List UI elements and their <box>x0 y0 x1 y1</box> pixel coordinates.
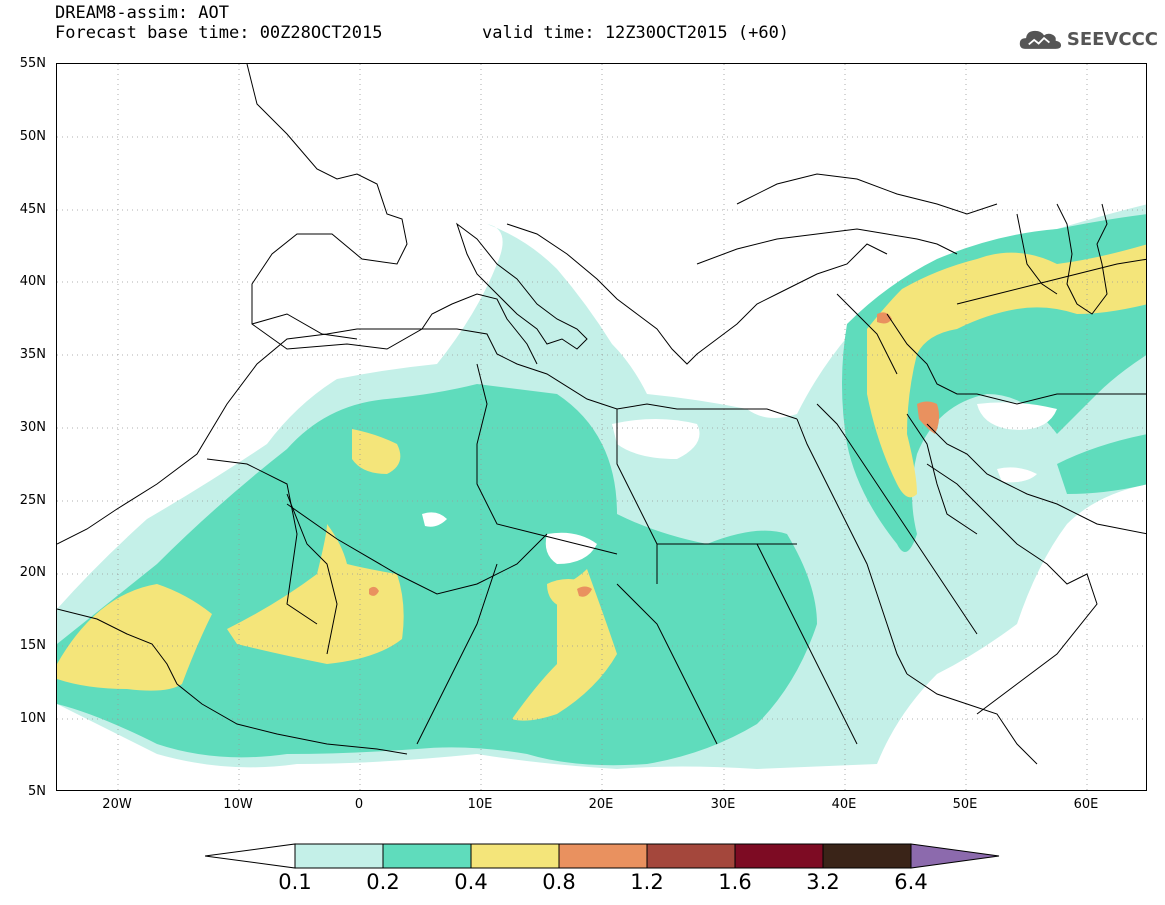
lon-label: 20E <box>588 797 614 812</box>
lat-label: 50N <box>19 129 46 144</box>
lon-label: 0 <box>354 797 364 812</box>
lat-label: 10N <box>19 711 46 726</box>
logo-text: SEEVCCC <box>1066 28 1158 50</box>
colorbar-segment <box>822 843 912 869</box>
colorbar-segment <box>734 843 824 869</box>
forecast-base-time: Forecast base time: 00Z28OCT2015 <box>55 23 383 43</box>
colorbar-label: 0.2 <box>366 870 400 894</box>
lat-label: 25N <box>19 493 46 508</box>
colorbar-segment <box>558 843 648 869</box>
seevccc-logo: SEEVCCC <box>1018 22 1158 56</box>
lon-label: 50E <box>952 797 978 812</box>
lon-label: 30E <box>710 797 736 812</box>
valid-time: valid time: 12Z30OCT2015 (+60) <box>482 23 790 43</box>
colorbar-segment <box>294 843 384 869</box>
colorbar-label: 1.2 <box>630 870 664 894</box>
colorbar-segment <box>382 843 472 869</box>
colorbar-arrow-left <box>205 843 296 869</box>
lat-label: 40N <box>19 274 46 289</box>
lon-label: 10W <box>223 797 253 812</box>
lon-label: 20W <box>102 797 132 812</box>
colorbar-segment <box>470 843 560 869</box>
cloud-icon <box>1019 30 1062 49</box>
aot-band-0.8 <box>369 312 940 597</box>
lat-label: 30N <box>19 420 46 435</box>
lat-label: 20N <box>19 565 46 580</box>
map-svg <box>57 64 1146 790</box>
colorbar-arrow-right <box>910 843 1000 869</box>
colorbar-label: 0.1 <box>278 870 312 894</box>
lat-label: 15N <box>19 638 46 653</box>
map-grid <box>57 64 1146 790</box>
lon-label: 10E <box>467 797 493 812</box>
chart-title: DREAM8-assim: AOT <box>55 3 229 23</box>
colorbar-label: 0.4 <box>454 870 488 894</box>
colorbar-label: 0.8 <box>542 870 576 894</box>
aot-band-0.4 <box>57 244 1146 721</box>
colorbar-label: 6.4 <box>894 870 928 894</box>
lon-label: 60E <box>1073 797 1099 812</box>
colorbar-segment <box>646 843 736 869</box>
lat-label: 5N <box>28 784 46 799</box>
colorbar-label: 3.2 <box>806 870 840 894</box>
colorbar <box>205 843 1000 869</box>
aot-map <box>56 63 1147 791</box>
aot-clear-areas <box>422 402 1057 564</box>
lat-label: 35N <box>19 347 46 362</box>
colorbar-label: 1.6 <box>718 870 752 894</box>
lat-label: 55N <box>19 56 46 71</box>
coastlines <box>57 64 1146 765</box>
lat-label: 45N <box>19 202 46 217</box>
lon-label: 40E <box>831 797 857 812</box>
